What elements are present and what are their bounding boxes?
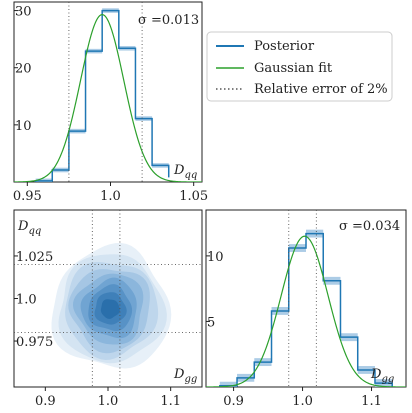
error-band: [219, 381, 238, 387]
density-contour: [100, 299, 120, 319]
y-tick-label: 1.0: [16, 293, 37, 308]
legend-label-gaussian: Gaussian fit: [254, 61, 333, 76]
x-tick-label: 0.9: [35, 394, 56, 409]
gaussian-fit-curve: [14, 13, 202, 182]
axes-frame-dgg: [205, 209, 407, 388]
x-tick-label: 1.0: [100, 189, 121, 204]
legend-label-relerr: Relative error of 2%: [254, 82, 388, 97]
sigma-annotation-dqq: σ =0.013: [138, 13, 199, 28]
legend-frame: [206, 31, 393, 102]
xlabel-dgg: Dgg: [370, 367, 394, 385]
y-tick-label: 30: [15, 5, 32, 20]
posterior-step: [219, 232, 393, 387]
posterior-step: [34, 9, 170, 182]
y-tick-label: 10: [207, 250, 224, 265]
legend-label-posterior: Posterior: [254, 39, 315, 54]
y-tick-label: 20: [15, 62, 32, 77]
axes-frame-dqq: [13, 1, 203, 183]
x-tick-label: 0.95: [13, 189, 42, 204]
y-tick-label: 10: [15, 119, 32, 134]
x-tick-label: 1.1: [160, 394, 181, 409]
xlabel-contour: Dgg: [173, 367, 197, 385]
sigma-annotation-dgg: σ =0.034: [339, 219, 400, 234]
panel-dgg-dqq-contour: 0.9 1.0 1.1 0.975 1.0 1.025 Dqq Dgg: [13, 209, 203, 409]
x-tick-label: 1.05: [179, 189, 208, 204]
y-tick-label: 0.975: [16, 335, 53, 350]
panel-dgg-histogram: 0.9 1.0 1.1 5 10 σ =0.034 Dgg: [205, 209, 407, 409]
gaussian-fit-curve: [206, 235, 406, 387]
xlabel-dqq: Dqq: [173, 163, 197, 181]
y-tick-label: 1.025: [16, 250, 53, 265]
x-tick-label: 1.0: [98, 394, 119, 409]
ylabel-contour: Dqq: [17, 219, 41, 237]
x-tick-label: 1.0: [292, 394, 313, 409]
panel-dqq-histogram: 0.95 1.0 1.05 10 20 30 σ =0.013 Dqq: [13, 1, 208, 204]
y-tick-label: 5: [207, 315, 215, 330]
x-tick-label: 1.1: [361, 394, 382, 409]
legend: Posterior Gaussian fit Relative error of…: [206, 31, 393, 102]
x-tick-label: 0.9: [223, 394, 244, 409]
